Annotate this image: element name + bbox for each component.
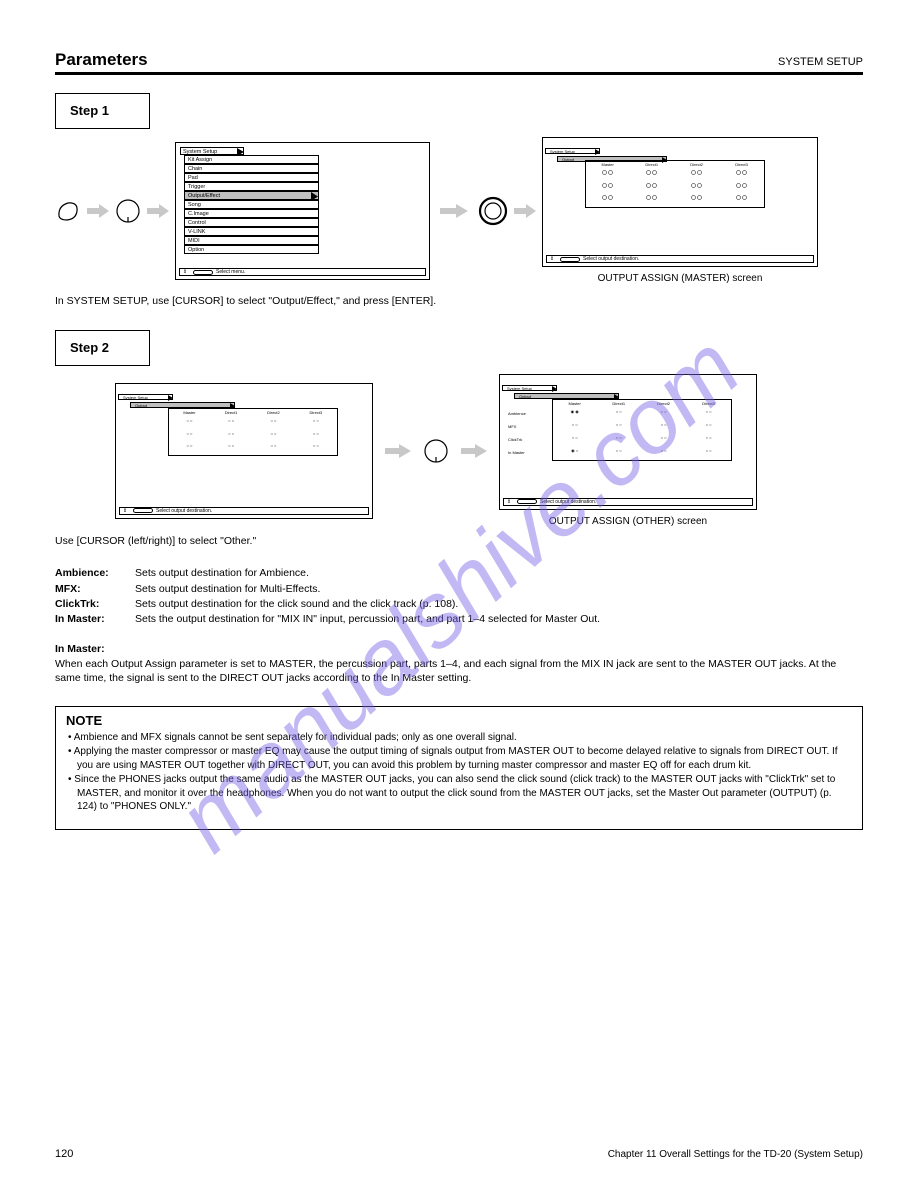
note-list: Ambience and MFX signals cannot be sent … — [66, 731, 852, 814]
param-row: MFX: Sets output destination for Multi-E… — [55, 582, 863, 597]
menu-item: V-LINK — [184, 227, 319, 236]
arrow-icon — [514, 204, 536, 218]
menu-item: Control — [184, 218, 319, 227]
menu-item: Pad — [184, 173, 319, 182]
arrow-icon — [385, 444, 411, 458]
step2-flow: System Setup Output Master Direct1 Direc… — [115, 374, 863, 529]
menu-item: Kit Assign — [184, 155, 319, 164]
menu-item: MIDI — [184, 236, 319, 245]
parameters-section: Ambience: Sets output destination for Am… — [55, 566, 863, 685]
output-screen-wrap: System Setup Output Master Direct1 — [542, 137, 818, 286]
arrow-icon — [461, 444, 487, 458]
arrow-icon — [147, 204, 169, 218]
output-grid: Master Direct1 Direct2 Direct3 ○ ○○ ○○ ○… — [168, 408, 338, 456]
output-master-screen: System Setup Output Master Direct1 Direc… — [115, 383, 373, 519]
note-item: Applying the master compressor or master… — [68, 745, 852, 772]
output-grid: Master Direct1 Direct2 Direct3 ◉ ◉○ ○○ ○… — [552, 399, 732, 461]
header-subtitle: SYSTEM SETUP — [778, 56, 863, 68]
screen-footer: ⇕ Select menu. — [179, 268, 426, 276]
enter-button-icon — [478, 196, 508, 226]
step2-label: Step 2 — [70, 340, 109, 355]
menu-item: C.Image — [184, 209, 319, 218]
step2-box: Step 2 — [55, 330, 150, 366]
page: Parameters SYSTEM SETUP Step 1 System Se… — [0, 0, 918, 1188]
note-item: Ambience and MFX signals cannot be sent … — [68, 731, 852, 745]
screen-caption: OUTPUT ASSIGN (OTHER) screen — [499, 515, 757, 529]
menu-tab: System Setup — [180, 147, 244, 155]
output-other-wrap: System Setup Output Master Direct1 — [499, 374, 757, 529]
pick-icon — [55, 198, 81, 224]
dial-icon — [115, 198, 141, 224]
output-assign-screen: System Setup Output Master Direct1 — [542, 137, 818, 267]
step1-box: Step 1 — [55, 93, 150, 129]
step1-text: In SYSTEM SETUP, use [CURSOR] to select … — [55, 294, 863, 308]
arrow-icon — [87, 204, 109, 218]
header-bar: Parameters SYSTEM SETUP — [55, 50, 863, 75]
output-grid: Master Direct1 Direct2 Direct3 — [585, 160, 765, 208]
menu-item-selected: Output/Effect — [184, 191, 319, 200]
menu-item: Chain — [184, 164, 319, 173]
menu-item: Option — [184, 245, 319, 254]
grid-row-labels: Ambience MFX ClickTrk In Master — [508, 407, 526, 459]
screen-footer: ⇕ Select output destination. — [119, 507, 369, 515]
screen-footer: ⇕ Select output destination. — [546, 255, 814, 263]
header-title: Parameters — [55, 50, 148, 70]
note-box: NOTE Ambience and MFX signals cannot be … — [55, 706, 863, 830]
note-title: NOTE — [66, 713, 852, 728]
note-item: Since the PHONES jacks output the same a… — [68, 773, 852, 814]
dial-icon — [423, 438, 449, 464]
menu-item: Song — [184, 200, 319, 209]
param-row: Ambience: Sets output destination for Am… — [55, 566, 863, 581]
page-number: 120 — [55, 1148, 73, 1160]
menu-item: Trigger — [184, 182, 319, 191]
screen-caption: OUTPUT ASSIGN (MASTER) screen — [542, 272, 818, 286]
param-row: In Master: Sets the output destination f… — [55, 612, 863, 627]
param-detail: In Master: When each Output Assign param… — [55, 643, 863, 685]
chapter-label: Chapter 11 Overall Settings for the TD-2… — [608, 1149, 863, 1160]
step1-label: Step 1 — [70, 103, 109, 118]
step1-flow: System Setup Kit Assign Chain Pad Trigge… — [55, 137, 863, 286]
arrow-icon — [440, 204, 468, 218]
step2-text: Use [CURSOR (left/right)] to select "Oth… — [55, 534, 863, 548]
param-row: ClickTrk: Sets output destination for th… — [55, 597, 863, 612]
output-other-screen: System Setup Output Master Direct1 — [499, 374, 757, 510]
menu-list: Kit Assign Chain Pad Trigger Output/Effe… — [184, 155, 319, 254]
menu-screen: System Setup Kit Assign Chain Pad Trigge… — [175, 142, 430, 280]
screen-footer: ⇕ Select output destination. — [503, 498, 753, 506]
